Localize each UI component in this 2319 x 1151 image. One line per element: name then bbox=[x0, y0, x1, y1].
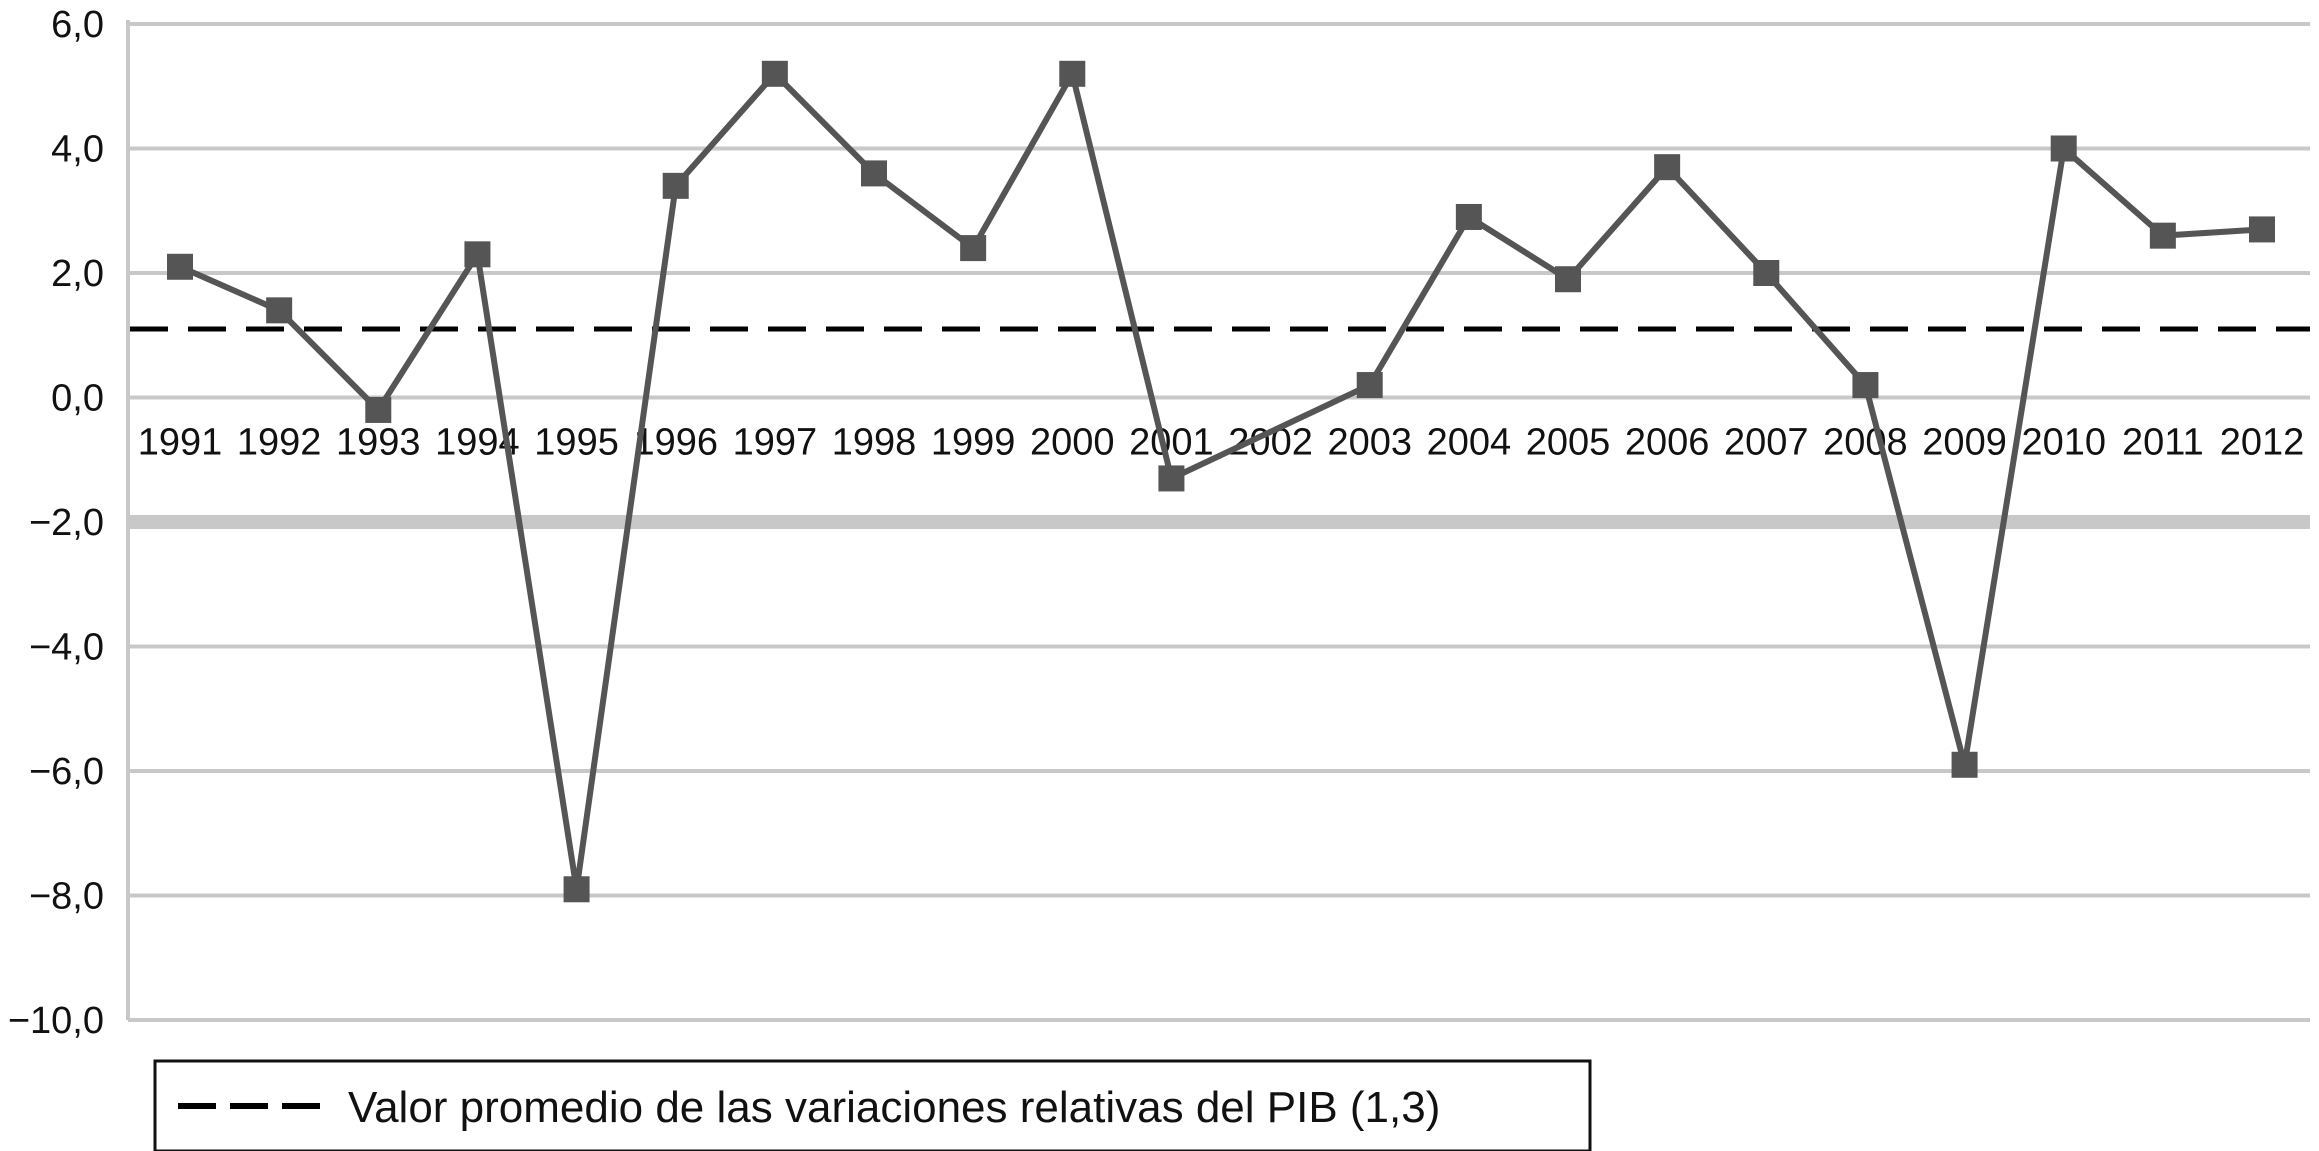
data-point-marker bbox=[960, 235, 987, 262]
x-tick-label: 2009 bbox=[1922, 422, 2007, 464]
data-point-marker bbox=[2149, 222, 2176, 249]
x-tick-label: 2005 bbox=[1526, 422, 1611, 464]
data-point-marker bbox=[1059, 60, 1086, 87]
data-point-marker bbox=[662, 172, 689, 199]
y-tick-label: 2,0 bbox=[51, 253, 104, 295]
data-point-marker bbox=[464, 241, 491, 268]
data-point-marker bbox=[1555, 266, 1581, 293]
x-tick-label: 2004 bbox=[1427, 422, 1512, 464]
x-tick-label: 2001 bbox=[1129, 422, 1214, 464]
data-point-marker bbox=[1753, 260, 1780, 286]
x-tick-label: 1999 bbox=[931, 422, 1016, 464]
x-tick-label: 1992 bbox=[237, 422, 322, 464]
gridlines bbox=[128, 22, 2310, 898]
y-tick-label: −10,0 bbox=[8, 1000, 104, 1042]
data-point-marker bbox=[563, 876, 590, 903]
x-tick-label: 1996 bbox=[633, 422, 718, 464]
y-tick-label: −8,0 bbox=[29, 876, 104, 918]
data-point-marker bbox=[1158, 465, 1185, 492]
x-tick-label: 1991 bbox=[138, 422, 223, 464]
data-point-marker bbox=[266, 297, 293, 324]
x-tick-label: 1993 bbox=[336, 422, 421, 464]
data-point-marker bbox=[1356, 372, 1383, 399]
x-tick-label: 2010 bbox=[2021, 422, 2106, 464]
y-tick-label: 6,0 bbox=[51, 4, 104, 46]
legend-box bbox=[153, 1059, 1592, 1151]
data-point-marker bbox=[1852, 372, 1879, 399]
x-tick-label: 2007 bbox=[1724, 422, 1809, 464]
data-point-marker bbox=[365, 396, 392, 423]
data-point-marker bbox=[167, 253, 193, 280]
x-tick-label: 2012 bbox=[2220, 422, 2305, 464]
data-point-marker bbox=[761, 60, 788, 87]
y-tick-label: −6,0 bbox=[29, 751, 104, 793]
axes bbox=[126, 20, 2310, 1022]
y-tick-label: −4,0 bbox=[29, 627, 104, 669]
series-line bbox=[178, 65, 2263, 890]
y-tick-label: −2,0 bbox=[29, 502, 104, 544]
x-tick-label: 2011 bbox=[2122, 422, 2204, 464]
y-tick-label: 0,0 bbox=[51, 378, 104, 420]
y-tick-label: 4,0 bbox=[51, 129, 104, 171]
x-tick-label: 2000 bbox=[1030, 422, 1115, 464]
x-axis-tick-labels: 1991 1992 1993 1994 1995 1996 1997 1998 1999 2000… bbox=[138, 422, 2305, 464]
data-point-marker bbox=[861, 160, 887, 187]
x-tick-label: 1997 bbox=[733, 422, 818, 464]
x-tick-label: 1995 bbox=[534, 422, 619, 464]
data-point-marker bbox=[1951, 751, 1978, 778]
x-tick-label: 1998 bbox=[832, 422, 917, 464]
x-tick-label: 2006 bbox=[1625, 422, 1710, 464]
data-point-marker bbox=[2249, 216, 2275, 243]
x-tick-label: 2003 bbox=[1327, 422, 1412, 464]
data-point-marker bbox=[1455, 203, 1482, 230]
data-point-marker bbox=[2050, 135, 2077, 162]
x-tick-label: 2008 bbox=[1823, 422, 1908, 464]
data-series bbox=[167, 60, 2275, 903]
legend-label: Valor promedio de las variaciones relati… bbox=[348, 1083, 1440, 1132]
y-axis-tick-labels: 6,0 4,0 2,0 0,0 −2,0 −4,0 −6,0 −8,0 −10,0 bbox=[8, 4, 104, 1042]
legend: Valor promedio de las variaciones relati… bbox=[153, 1059, 1592, 1151]
data-point-marker bbox=[1654, 154, 1681, 181]
